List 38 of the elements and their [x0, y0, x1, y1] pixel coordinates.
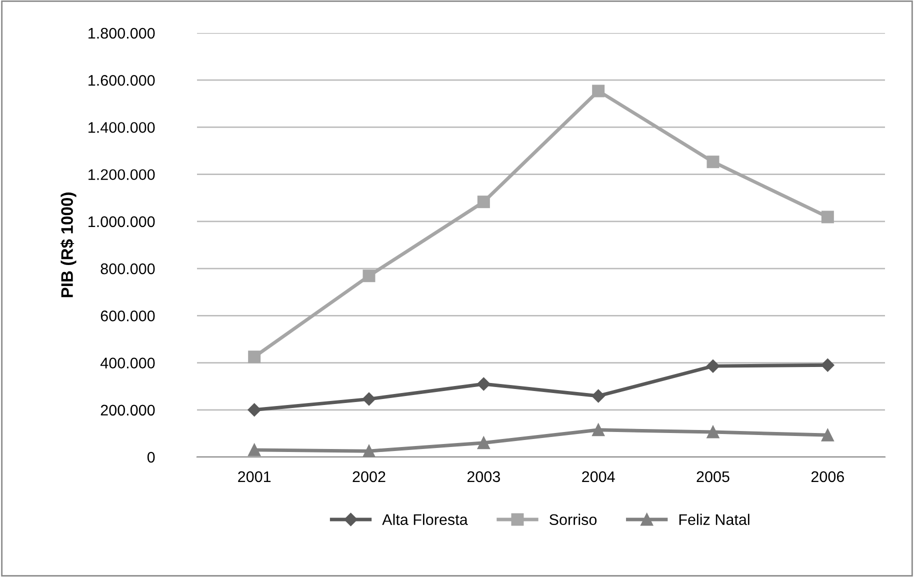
x-tick-label: 2006: [811, 471, 844, 482]
x-tick-label: 2002: [352, 471, 386, 482]
point: [592, 424, 605, 436]
point: [706, 156, 720, 168]
point: [362, 392, 376, 406]
point: [821, 428, 834, 442]
point: [821, 358, 834, 372]
x-tick-label: 2005: [696, 471, 730, 482]
y-tick-label: 1.400.000: [88, 122, 155, 133]
point: [477, 436, 490, 450]
y-tick-label: 1.800.000: [88, 28, 155, 39]
point: [248, 444, 261, 456]
y-tick-label: 400.000: [100, 358, 155, 368]
point: [362, 444, 376, 457]
y-tick-label: 600.000: [100, 310, 155, 322]
point: [248, 350, 261, 364]
point: [477, 196, 490, 208]
x-tick-label: 2003: [467, 471, 500, 482]
y-tick-label: 800.000: [100, 263, 155, 274]
legend-label: Feliz Natal: [679, 514, 750, 526]
legend-label: Sorriso: [550, 514, 597, 526]
x-tick-label: 2001: [238, 471, 271, 482]
point: [706, 426, 720, 438]
y-tick-label: 0: [147, 452, 155, 463]
y-tick-label: 1.600.000: [88, 74, 155, 86]
point: [592, 84, 605, 98]
point: [592, 389, 605, 403]
point: [821, 210, 834, 224]
legend-label: Alta Floresta: [382, 514, 468, 526]
point: [477, 377, 490, 391]
y-tick-label: 1.000.000: [88, 216, 155, 228]
x-tick-label: 2004: [582, 471, 615, 482]
y-axis-title: PIB (R$ 1000): [60, 192, 76, 298]
point: [362, 270, 376, 282]
y-tick-label: 200.000: [100, 404, 155, 416]
y-tick-label: 1.200.000: [88, 169, 155, 180]
point: [706, 359, 720, 373]
point: [248, 403, 261, 416]
